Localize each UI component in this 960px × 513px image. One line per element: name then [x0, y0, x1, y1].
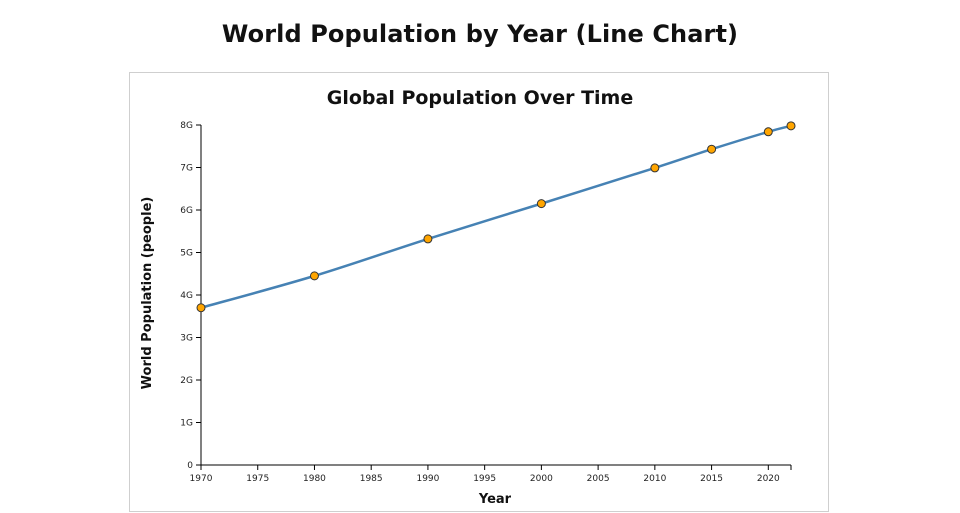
- y-tick-label: 4G: [180, 291, 193, 301]
- y-tick-label: 2G: [180, 376, 193, 386]
- x-tick-label: 1975: [246, 474, 269, 484]
- data-point[interactable]: [707, 144, 717, 154]
- x-tick-label: 1970: [190, 474, 213, 484]
- y-tick-label: 5G: [180, 249, 193, 259]
- plot-area: 0 1G 2G 3G 4G 5G 6G 7G 8G 1970 1975 1980 1985 1990 199…: [180, 121, 796, 484]
- y-tick-label: 8G: [180, 121, 193, 131]
- x-tick-label: 1985: [360, 474, 383, 484]
- data-point[interactable]: [196, 303, 206, 313]
- series-line: [200, 124, 792, 309]
- x-tick-label: 2000: [530, 474, 553, 484]
- data-point[interactable]: [650, 163, 660, 173]
- x-tick-label: 2005: [587, 474, 610, 484]
- page-title: World Population by Year (Line Chart): [221, 20, 739, 48]
- x-tick-label: 1980: [303, 474, 326, 484]
- y-tick-label: 1G: [180, 419, 193, 429]
- x-tick-label: 2020: [757, 474, 780, 484]
- x-tick-label: 2010: [643, 474, 666, 484]
- data-point[interactable]: [423, 234, 433, 244]
- chart-panel: Global Population Over Time 0 1G 2G 3G 4G 5G 6…: [129, 72, 829, 512]
- chart-title: Global Population Over Time: [327, 87, 634, 109]
- x-tick-label: 1995: [473, 474, 496, 484]
- chart-svg: Global Population Over Time 0 1G 2G 3G 4G 5G 6…: [140, 87, 796, 507]
- y-tick-label: 3G: [180, 334, 193, 344]
- y-tick-label: 7G: [180, 164, 193, 174]
- data-point[interactable]: [536, 199, 546, 209]
- x-tick-label: 1990: [416, 474, 439, 484]
- x-tick-label: 2015: [700, 474, 723, 484]
- data-point[interactable]: [786, 121, 796, 131]
- data-point[interactable]: [309, 271, 319, 281]
- y-tick-label: 0: [187, 461, 193, 471]
- data-point[interactable]: [763, 127, 773, 137]
- y-axis-label: World Population (people): [140, 197, 155, 390]
- y-tick-label: 6G: [180, 206, 193, 216]
